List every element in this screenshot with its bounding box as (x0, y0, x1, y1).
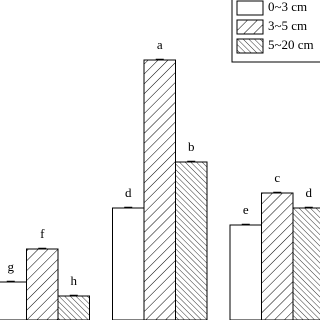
significance-letter: f (40, 226, 45, 241)
significance-letter: h (71, 273, 78, 288)
legend-swatch (236, 19, 264, 35)
bar (0, 281, 27, 320)
bar (229, 224, 262, 320)
significance-letter: d (306, 185, 313, 200)
bar (261, 192, 294, 320)
bar (292, 207, 320, 320)
significance-letter: d (125, 185, 132, 200)
bar (143, 59, 176, 320)
legend-swatch (236, 0, 264, 16)
bar (26, 248, 59, 320)
significance-letter: g (8, 259, 15, 274)
legend-label: 0~3 cm (268, 0, 307, 14)
significance-letter: c (274, 170, 280, 185)
legend-label: 5~20 cm (268, 37, 314, 52)
legend-swatch (236, 38, 264, 54)
significance-letter: e (243, 202, 249, 217)
bar (175, 161, 208, 320)
significance-letter: b (188, 139, 195, 154)
bar (112, 207, 145, 320)
legend-label: 3~5 cm (268, 18, 307, 33)
bar (57, 295, 90, 320)
significance-letter: a (157, 37, 163, 52)
